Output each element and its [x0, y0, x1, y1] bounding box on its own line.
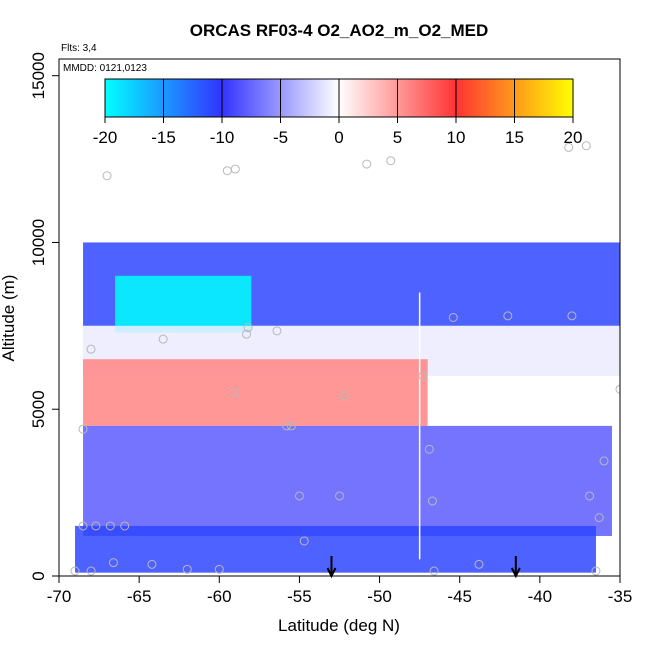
sample-point [362, 159, 372, 169]
colorbar: -20 -15 -10 -5 0 5 10 15 20 [93, 78, 583, 147]
sample-point [581, 141, 591, 151]
sample-point [615, 384, 620, 394]
sample-point [105, 521, 115, 531]
x-tick-label: -60 [207, 587, 232, 606]
flights-note: Flts: 3,4 [61, 43, 97, 54]
sample-point [230, 388, 240, 398]
sample-point [448, 313, 458, 322]
sample-point [214, 564, 224, 574]
x-axis: -70 -65 -60 -55 -50 -45 -40 -35 [47, 576, 633, 606]
chart-title: ORCAS RF03-4 O2_AO2_m_O2_MED [190, 21, 489, 40]
sample-point [78, 424, 88, 434]
colorbar-tick-label: -20 [93, 128, 118, 147]
x-tick-label: -35 [608, 587, 633, 606]
x-tick-label: -50 [367, 587, 392, 606]
sample-point [503, 311, 513, 321]
sample-point [222, 166, 232, 176]
sample-point [91, 521, 101, 531]
sample-point [591, 566, 601, 576]
anomaly-layer [115, 275, 252, 333]
sample-point [243, 323, 253, 333]
x-tick-label: -65 [127, 587, 152, 606]
y-axis: 0 5000 10000 15000 [29, 52, 59, 581]
x-tick-label: -45 [447, 587, 472, 606]
sample-point [282, 421, 292, 431]
anomaly-layer [75, 525, 596, 573]
sample-point [585, 491, 595, 501]
sample-points [70, 141, 620, 576]
y-axis-title: Altitude (m) [0, 275, 18, 362]
sample-point [474, 559, 484, 569]
sample-point [564, 142, 574, 152]
y-tick-label: 5000 [29, 390, 48, 428]
x-tick-label: -70 [47, 587, 72, 606]
sample-point [242, 329, 252, 339]
sample-point [594, 513, 604, 523]
y-tick-label: 15000 [29, 52, 48, 99]
sample-point [294, 491, 304, 501]
anomaly-layer [83, 359, 428, 426]
sample-point [299, 536, 309, 546]
colorbar-tick-label: -10 [210, 128, 235, 147]
y-tick-label: 0 [29, 571, 48, 580]
sample-point [78, 521, 88, 531]
sample-point [599, 456, 609, 466]
sample-point [120, 521, 130, 531]
date-note: MMDD: 0121,0123 [63, 63, 147, 74]
x-tick-label: -55 [287, 587, 312, 606]
sample-point [272, 326, 282, 336]
sample-point [286, 421, 296, 431]
colorbar-tick-label: 20 [564, 128, 583, 147]
sample-point [86, 344, 96, 354]
plot-frame [58, 58, 621, 577]
sample-point [86, 566, 96, 576]
colorbar-tick-label: 0 [334, 128, 343, 147]
x-axis-title: Latitude (deg N) [278, 616, 400, 635]
sample-point [102, 171, 112, 181]
sample-point [147, 559, 157, 569]
colorbar-tick-label: 10 [447, 128, 466, 147]
sample-point [424, 444, 434, 454]
colorbar-tick-label: -5 [273, 128, 288, 147]
sample-point [427, 496, 437, 506]
x-tick-label: -40 [528, 587, 553, 606]
colorbar-tick-label: 5 [393, 128, 402, 147]
sample-point [70, 566, 80, 576]
sample-point [230, 164, 240, 174]
y-tick-label: 10000 [29, 219, 48, 266]
sample-point [158, 334, 168, 344]
sample-point [429, 566, 439, 576]
sample-point [339, 391, 349, 401]
sample-point [386, 156, 396, 166]
sample-point [418, 371, 428, 381]
sample-point [335, 491, 344, 501]
colorbar-tick-label: 15 [505, 128, 524, 147]
sample-point [182, 564, 192, 574]
anomaly-layer [83, 425, 612, 536]
anomaly-field [75, 242, 620, 573]
colorbar-tick-label: -15 [151, 128, 176, 147]
sample-point [108, 558, 118, 568]
sample-point [567, 311, 577, 321]
